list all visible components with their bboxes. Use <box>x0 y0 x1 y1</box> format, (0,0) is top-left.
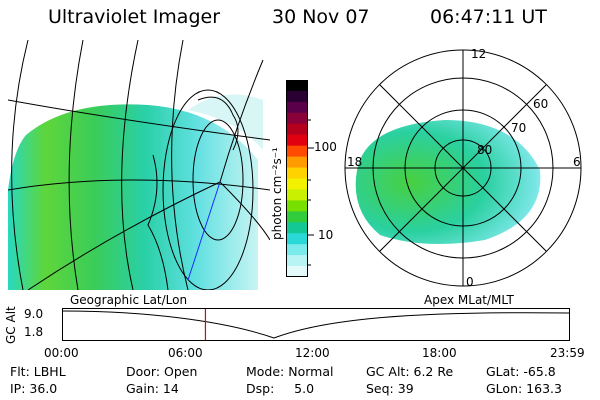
colorbar-band <box>286 90 308 103</box>
colorbar-band <box>286 255 308 267</box>
colorbar-band <box>286 101 308 114</box>
instrument-title: Ultraviolet Imager <box>48 6 221 28</box>
status-gain: Gain: 14 <box>126 381 179 396</box>
colorbar-unit-label: photon cm⁻²s⁻¹ <box>270 147 284 240</box>
status-glat: GLat: -65.8 <box>486 364 556 379</box>
colorbar-band <box>286 189 308 201</box>
colorbar-band <box>286 134 308 147</box>
geographic-projection-label: Geographic Lat/Lon <box>70 293 188 307</box>
status-gc-alt: GC Alt: 6.2 Re <box>366 364 454 379</box>
colorbar-band <box>286 233 308 245</box>
colorbar-band <box>286 112 308 125</box>
date-label: 30 Nov 07 <box>272 6 370 28</box>
status-ip: IP: 36.0 <box>10 381 58 396</box>
mlat-label-80: 80 <box>477 143 492 157</box>
mlt-label-12: 12 <box>471 47 486 61</box>
colorbar-band <box>286 145 308 158</box>
time-tick-2359: 23:59 <box>550 346 585 360</box>
colorbar-band <box>286 200 308 212</box>
apex-projection-label: Apex MLat/MLT <box>424 293 514 307</box>
mlat-label-60: 60 <box>533 97 548 111</box>
altitude-timeline-plot <box>62 308 570 341</box>
status-seq: Seq: 39 <box>366 381 414 396</box>
mlt-label-0: 0 <box>466 275 474 289</box>
status-glon: GLon: 163.3 <box>486 381 562 396</box>
status-filter: Flt: LBHL <box>10 364 66 379</box>
colorbar-band <box>286 167 308 179</box>
mlt-label-6: 6 <box>573 155 581 169</box>
colorbar-band <box>286 211 308 223</box>
time-label: 06:47:11 UT <box>430 6 547 28</box>
time-tick-0600: 06:00 <box>168 346 203 360</box>
colorbar-ticks <box>308 119 314 266</box>
status-mode: Mode: Normal <box>246 364 334 379</box>
geographic-image-panel <box>8 40 270 290</box>
altitude-tick-low: 1.8 <box>24 325 44 339</box>
intensity-colorbar <box>286 80 308 278</box>
polar-aurora-oval <box>355 120 541 244</box>
colorbar-band <box>286 266 308 278</box>
colorbar-band <box>286 123 308 136</box>
time-tick-1800: 18:00 <box>422 346 457 360</box>
colorbar-band <box>286 244 308 256</box>
status-door: Door: Open <box>126 364 198 379</box>
altitude-axis-label: GC Alt <box>4 306 18 344</box>
colorbar-band <box>286 80 308 92</box>
colorbar-band <box>286 156 308 169</box>
altitude-tick-high: 9.0 <box>24 307 44 321</box>
aurora-emission-map <box>8 40 270 290</box>
colorbar-band <box>286 178 308 190</box>
colorbar-tick-100: 100 <box>314 140 337 154</box>
altitude-curve <box>62 310 570 339</box>
polar-mlat-mlt-plot: 12 18 6 0 60 70 80 <box>344 47 582 289</box>
time-tick-1200: 12:00 <box>295 346 330 360</box>
colorbar-tick-10: 10 <box>318 228 334 242</box>
time-tick-0000: 00:00 <box>44 346 79 360</box>
mlat-label-70: 70 <box>511 121 526 135</box>
mlt-label-18: 18 <box>347 155 362 169</box>
colorbar-band <box>286 222 308 234</box>
status-dsp: Dsp: 5.0 <box>246 381 315 396</box>
